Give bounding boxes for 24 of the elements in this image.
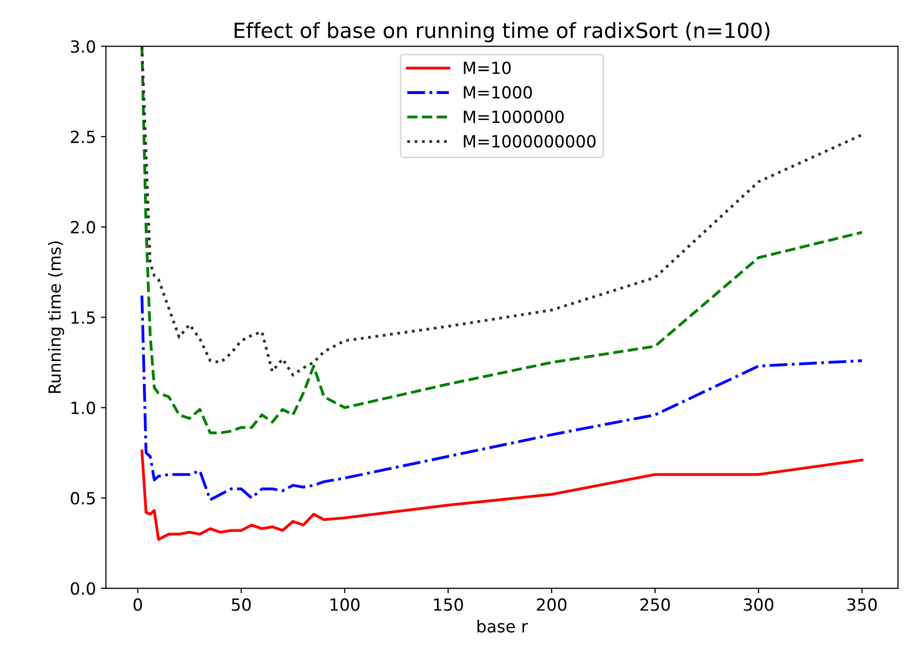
- x-axis-title: base r: [478, 620, 528, 633]
- line-series: [140, 294, 864, 502]
- y-axis-title: Running time (ms): [48, 241, 64, 393]
- x-tick-label: 100: [330, 598, 360, 611]
- y-tick-label: 0.5: [70, 492, 95, 505]
- x-tick-label: 300: [744, 598, 774, 611]
- legend-label: M=1000000: [464, 110, 564, 124]
- x-tick-label: 50: [232, 598, 251, 611]
- y-tick-label: 1.5: [72, 311, 95, 324]
- line-series: [140, 450, 864, 541]
- legend-label: M=1000000000: [464, 134, 596, 148]
- legend-label: M=10: [464, 62, 511, 74]
- y-tick-label: 0.0: [70, 582, 96, 595]
- x-tick-label: 350: [847, 598, 877, 611]
- x-tick-label: 150: [434, 598, 463, 611]
- x-tick-label: 200: [536, 598, 566, 611]
- y-tick-label: 2.5: [70, 130, 95, 144]
- y-tick-label: 1.0: [72, 402, 96, 414]
- legend-label: M=1000: [464, 86, 532, 99]
- y-tick-label: 2.0: [70, 220, 96, 234]
- x-tick-label: 250: [640, 598, 670, 611]
- x-tick-label: 0: [134, 598, 142, 611]
- y-tick-label: 3.0: [70, 40, 96, 53]
- chart-title: Effect of base on running time of radixSort (n=100): [234, 22, 770, 42]
